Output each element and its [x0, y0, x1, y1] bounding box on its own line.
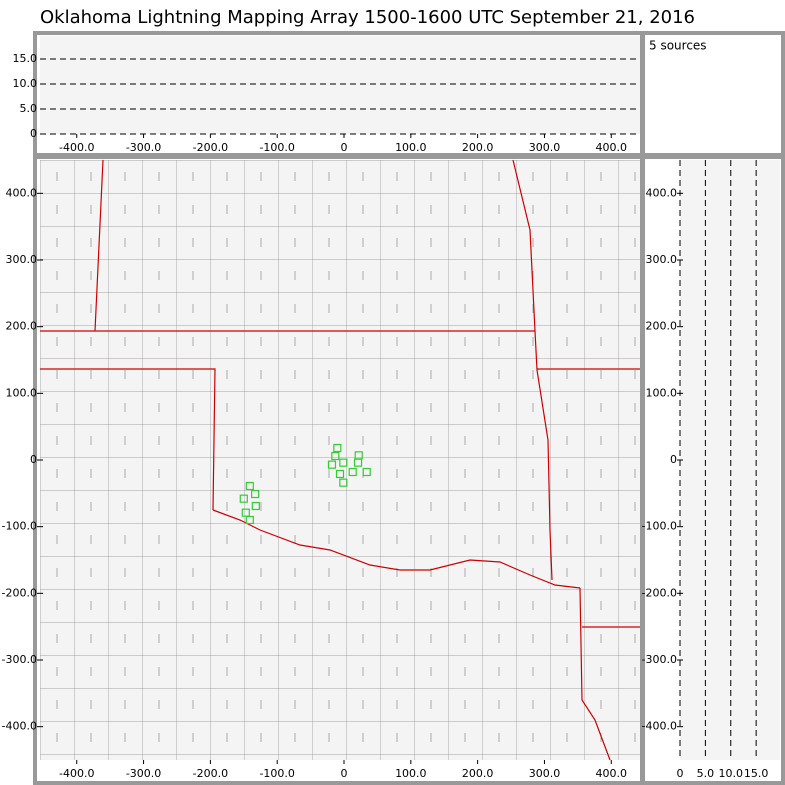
state-borders	[40, 159, 640, 761]
y-tick-label: 15.0	[13, 52, 38, 65]
x-tick-label: 5.0	[697, 767, 715, 780]
y-tick-label: 200.0	[6, 320, 38, 333]
source-point	[333, 443, 342, 453]
y-tick-label: -100.0	[642, 520, 677, 533]
x-tick-label: 200.0	[462, 141, 494, 154]
y-tick-label: -100.0	[2, 520, 37, 533]
source-point	[362, 467, 371, 477]
y-tick-label: 100.0	[6, 386, 38, 399]
y-tick-label: -300.0	[2, 653, 37, 666]
x-tick-label: 300.0	[529, 767, 561, 780]
x-tick-label: 300.0	[529, 141, 561, 154]
y-tick-label: -400.0	[642, 720, 677, 733]
source-point	[331, 451, 340, 461]
x-tick-label: 100.0	[395, 141, 427, 154]
source-point	[339, 458, 348, 467]
y-tick-label: -300.0	[642, 653, 677, 666]
source-point	[245, 515, 254, 525]
x-tick-label: -300.0	[126, 141, 161, 154]
x-tick-label: 10.0	[719, 767, 744, 780]
top-plot	[40, 36, 640, 134]
source-point	[327, 460, 337, 469]
source-point	[251, 489, 260, 499]
source-point	[353, 458, 363, 467]
y-tick-label: 5.0	[20, 102, 38, 115]
source-point	[251, 501, 260, 511]
x-tick-label: 200.0	[462, 767, 494, 780]
x-tick-label: 100.0	[395, 767, 427, 780]
source-point	[339, 478, 348, 487]
y-tick-label: 0	[30, 127, 37, 140]
source-point	[348, 467, 357, 477]
y-tick-label: 300.0	[646, 253, 678, 266]
source-point	[239, 494, 248, 503]
x-tick-label: -200.0	[193, 767, 228, 780]
right-frame	[641, 155, 785, 785]
x-tick-label: -400.0	[59, 141, 94, 154]
y-tick-label: 0	[670, 453, 677, 466]
y-tick-label: 10.0	[13, 77, 38, 90]
right-plot	[680, 160, 780, 760]
source-count: 5 sources	[649, 39, 707, 53]
y-tick-label: -400.0	[2, 720, 37, 733]
x-tick-label: 15.0	[744, 767, 769, 780]
x-tick-label: 400.0	[596, 767, 628, 780]
source-point	[245, 481, 254, 491]
x-tick-label: -100.0	[259, 141, 294, 154]
x-tick-label: 0	[341, 767, 348, 780]
y-tick-label: 0	[30, 453, 37, 466]
y-tick-label: 100.0	[646, 386, 678, 399]
x-tick-label: -100.0	[259, 767, 294, 780]
x-tick-label: 0	[677, 767, 684, 780]
x-tick-label: -200.0	[193, 141, 228, 154]
y-tick-label: -200.0	[642, 586, 677, 599]
y-tick-label: 400.0	[646, 186, 678, 199]
x-tick-label: -300.0	[126, 767, 161, 780]
x-tick-label: 0	[341, 141, 348, 154]
y-tick-label: 200.0	[646, 320, 678, 333]
y-tick-label: 400.0	[6, 186, 38, 199]
source-point	[335, 469, 345, 479]
x-tick-label: -400.0	[59, 767, 94, 780]
y-tick-label: -200.0	[2, 586, 37, 599]
y-tick-label: 300.0	[6, 253, 38, 266]
x-tick-label: 400.0	[596, 141, 628, 154]
title: Oklahoma Lightning Mapping Array 1500-16…	[40, 7, 695, 28]
